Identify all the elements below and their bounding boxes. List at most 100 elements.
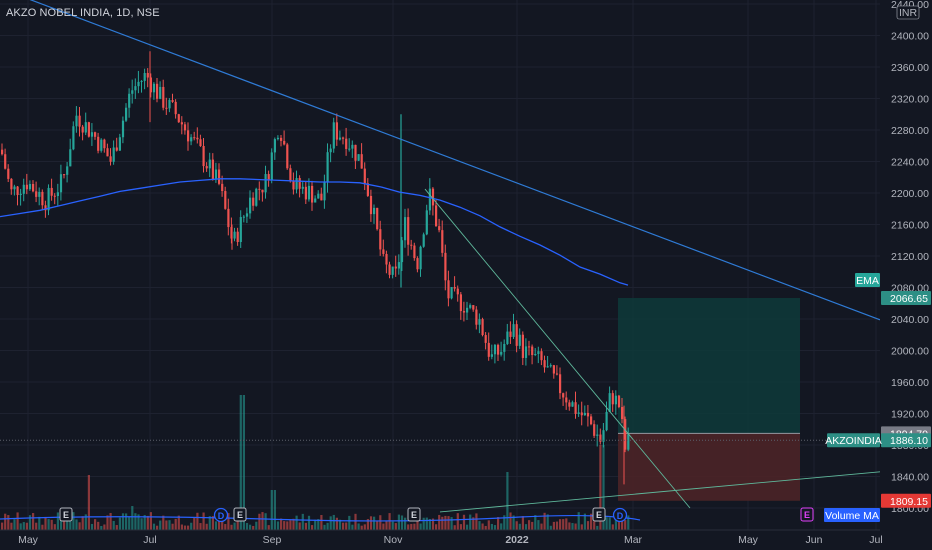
volume-bar bbox=[44, 516, 47, 530]
candle-body bbox=[481, 319, 484, 336]
price-axis-background bbox=[880, 0, 932, 550]
candle-body bbox=[602, 430, 605, 442]
volume-ma-tag-label: Volume MA bbox=[825, 510, 879, 522]
candle-body bbox=[289, 168, 292, 182]
volume-bar bbox=[497, 517, 500, 530]
volume-bar bbox=[583, 513, 586, 530]
candle-body bbox=[444, 252, 447, 281]
stop-zone bbox=[618, 433, 800, 501]
candle-body bbox=[388, 264, 391, 275]
candle-body bbox=[497, 344, 500, 355]
volume-bar bbox=[431, 518, 435, 530]
candle-body bbox=[484, 335, 487, 343]
candle-body bbox=[4, 154, 7, 169]
time-axis[interactable]: May Jul Sep Nov 2022 Mar May Jun Jul bbox=[0, 529, 932, 550]
volume-bar bbox=[187, 525, 190, 530]
candle-body bbox=[267, 174, 270, 180]
volume-bar bbox=[493, 525, 497, 530]
volume-bar bbox=[22, 522, 25, 530]
time-tick-label: May bbox=[738, 534, 759, 546]
candle-body bbox=[205, 166, 208, 169]
volume-bar bbox=[180, 524, 183, 530]
ema-line bbox=[0, 178, 629, 286]
price-tick-label: 2440.00 bbox=[891, 0, 929, 11]
volume-bar bbox=[190, 522, 193, 530]
volume-bar bbox=[156, 525, 159, 530]
currency-label: INR bbox=[899, 7, 918, 19]
volume-bar bbox=[149, 512, 152, 530]
volume-bar bbox=[531, 521, 534, 530]
candle-body bbox=[28, 183, 32, 190]
volume-bar bbox=[276, 521, 280, 530]
volume-bar bbox=[404, 517, 407, 530]
dividend-marker[interactable]: D bbox=[213, 507, 229, 523]
earnings-marker[interactable]: E bbox=[592, 507, 606, 522]
volume-bar bbox=[447, 516, 450, 530]
candle-body bbox=[360, 154, 363, 169]
earnings-marker-letter: E bbox=[411, 510, 417, 520]
volume-bar bbox=[373, 516, 376, 530]
volume-bar bbox=[208, 516, 211, 530]
candle-body bbox=[56, 192, 59, 197]
candle-body bbox=[255, 188, 258, 206]
candle-body bbox=[276, 137, 280, 140]
volume-bar bbox=[366, 519, 369, 530]
volume-bar bbox=[438, 514, 441, 530]
candle-body bbox=[590, 416, 593, 425]
time-tick-label: Jul bbox=[869, 534, 882, 546]
candle-body bbox=[187, 130, 190, 142]
volume-bar bbox=[273, 490, 276, 530]
candle-body bbox=[546, 366, 549, 368]
volume-bar bbox=[255, 521, 258, 530]
volume-bar bbox=[75, 519, 78, 530]
volume-bar bbox=[106, 515, 109, 530]
dividend-marker[interactable]: D bbox=[612, 507, 628, 523]
candle-body bbox=[286, 144, 289, 169]
candle-body bbox=[503, 343, 506, 352]
volume-bar bbox=[261, 512, 264, 530]
volume-bar bbox=[224, 524, 227, 530]
price-tick-label: 1840.00 bbox=[891, 472, 929, 484]
price-axis[interactable]: 2440.00 2400.00 2360.00 2320.00 2280.00 2240.… bbox=[880, 0, 932, 550]
candle-body bbox=[307, 185, 311, 200]
volume-bar bbox=[627, 515, 630, 530]
earnings-marker[interactable]: E bbox=[800, 507, 814, 522]
volume-bar bbox=[63, 520, 66, 530]
volume-bar bbox=[97, 521, 100, 530]
candle-body bbox=[490, 354, 493, 357]
volume-bar bbox=[478, 521, 481, 530]
volume-bar bbox=[388, 513, 391, 530]
candle-body bbox=[332, 122, 335, 149]
volume-bar bbox=[487, 520, 490, 530]
time-tick-label: Sep bbox=[263, 534, 282, 546]
candle-body bbox=[16, 186, 19, 196]
volume-bar bbox=[87, 475, 90, 530]
volume-bar bbox=[47, 519, 50, 530]
volume-bar bbox=[221, 518, 224, 530]
volume-bar bbox=[4, 513, 7, 530]
volume-bar bbox=[289, 520, 292, 530]
volume-bar bbox=[183, 525, 187, 530]
position-zones[interactable] bbox=[618, 298, 800, 501]
candle-body bbox=[242, 216, 245, 218]
candle-body bbox=[583, 412, 586, 416]
candle-body bbox=[487, 342, 490, 357]
volume-bar bbox=[345, 522, 348, 530]
earnings-marker[interactable]: E bbox=[407, 507, 421, 522]
earnings-marker[interactable]: E bbox=[59, 507, 73, 522]
symbol-tag-bg bbox=[827, 433, 880, 448]
volume-bar bbox=[534, 515, 537, 530]
earnings-marker-letter: E bbox=[63, 510, 69, 520]
earnings-marker[interactable]: E bbox=[233, 507, 247, 522]
candle-body bbox=[512, 324, 515, 337]
volume-bar bbox=[134, 513, 137, 530]
price-tag-value: 1809.15 bbox=[890, 496, 928, 508]
volume-bar bbox=[540, 523, 543, 530]
volume-bar bbox=[351, 524, 354, 530]
volume-bar bbox=[562, 519, 565, 530]
volume-bar bbox=[435, 524, 438, 530]
long-trendline bbox=[29, 0, 881, 321]
volume-bar bbox=[410, 523, 413, 530]
